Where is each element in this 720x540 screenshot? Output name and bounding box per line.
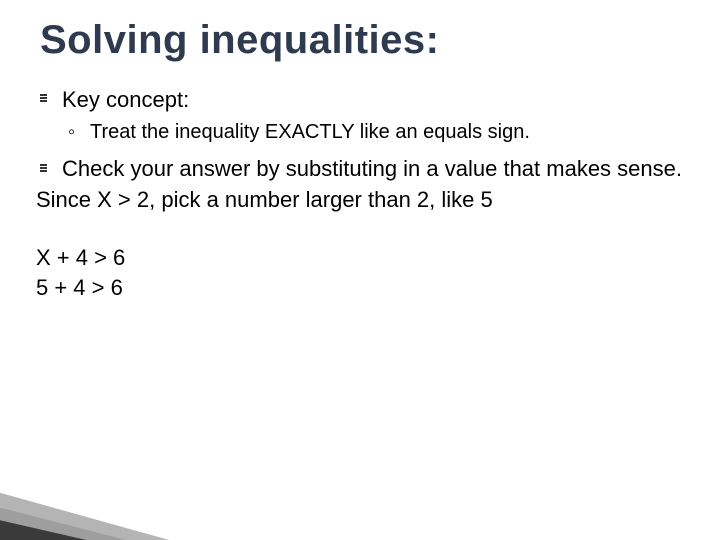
bullet-check: Check your answer by substituting in a v… — [36, 154, 684, 184]
subbullet-treat: Treat the inequality EXACTLY like an equ… — [36, 119, 684, 146]
math-line-2: 5 + 4 > 6 — [36, 273, 684, 303]
bullet-key-concept: Key concept: — [36, 85, 684, 115]
math-block: X + 4 > 6 5 + 4 > 6 — [36, 243, 684, 302]
corner-accent-icon — [0, 470, 220, 540]
slide-body: Key concept: Treat the inequality EXACTL… — [36, 85, 684, 302]
slide: Solving inequalities: Key concept: Treat… — [0, 0, 720, 540]
math-line-1: X + 4 > 6 — [36, 243, 684, 273]
slide-title: Solving inequalities: — [40, 18, 684, 63]
text-since: Since X > 2, pick a number larger than 2… — [36, 185, 684, 215]
